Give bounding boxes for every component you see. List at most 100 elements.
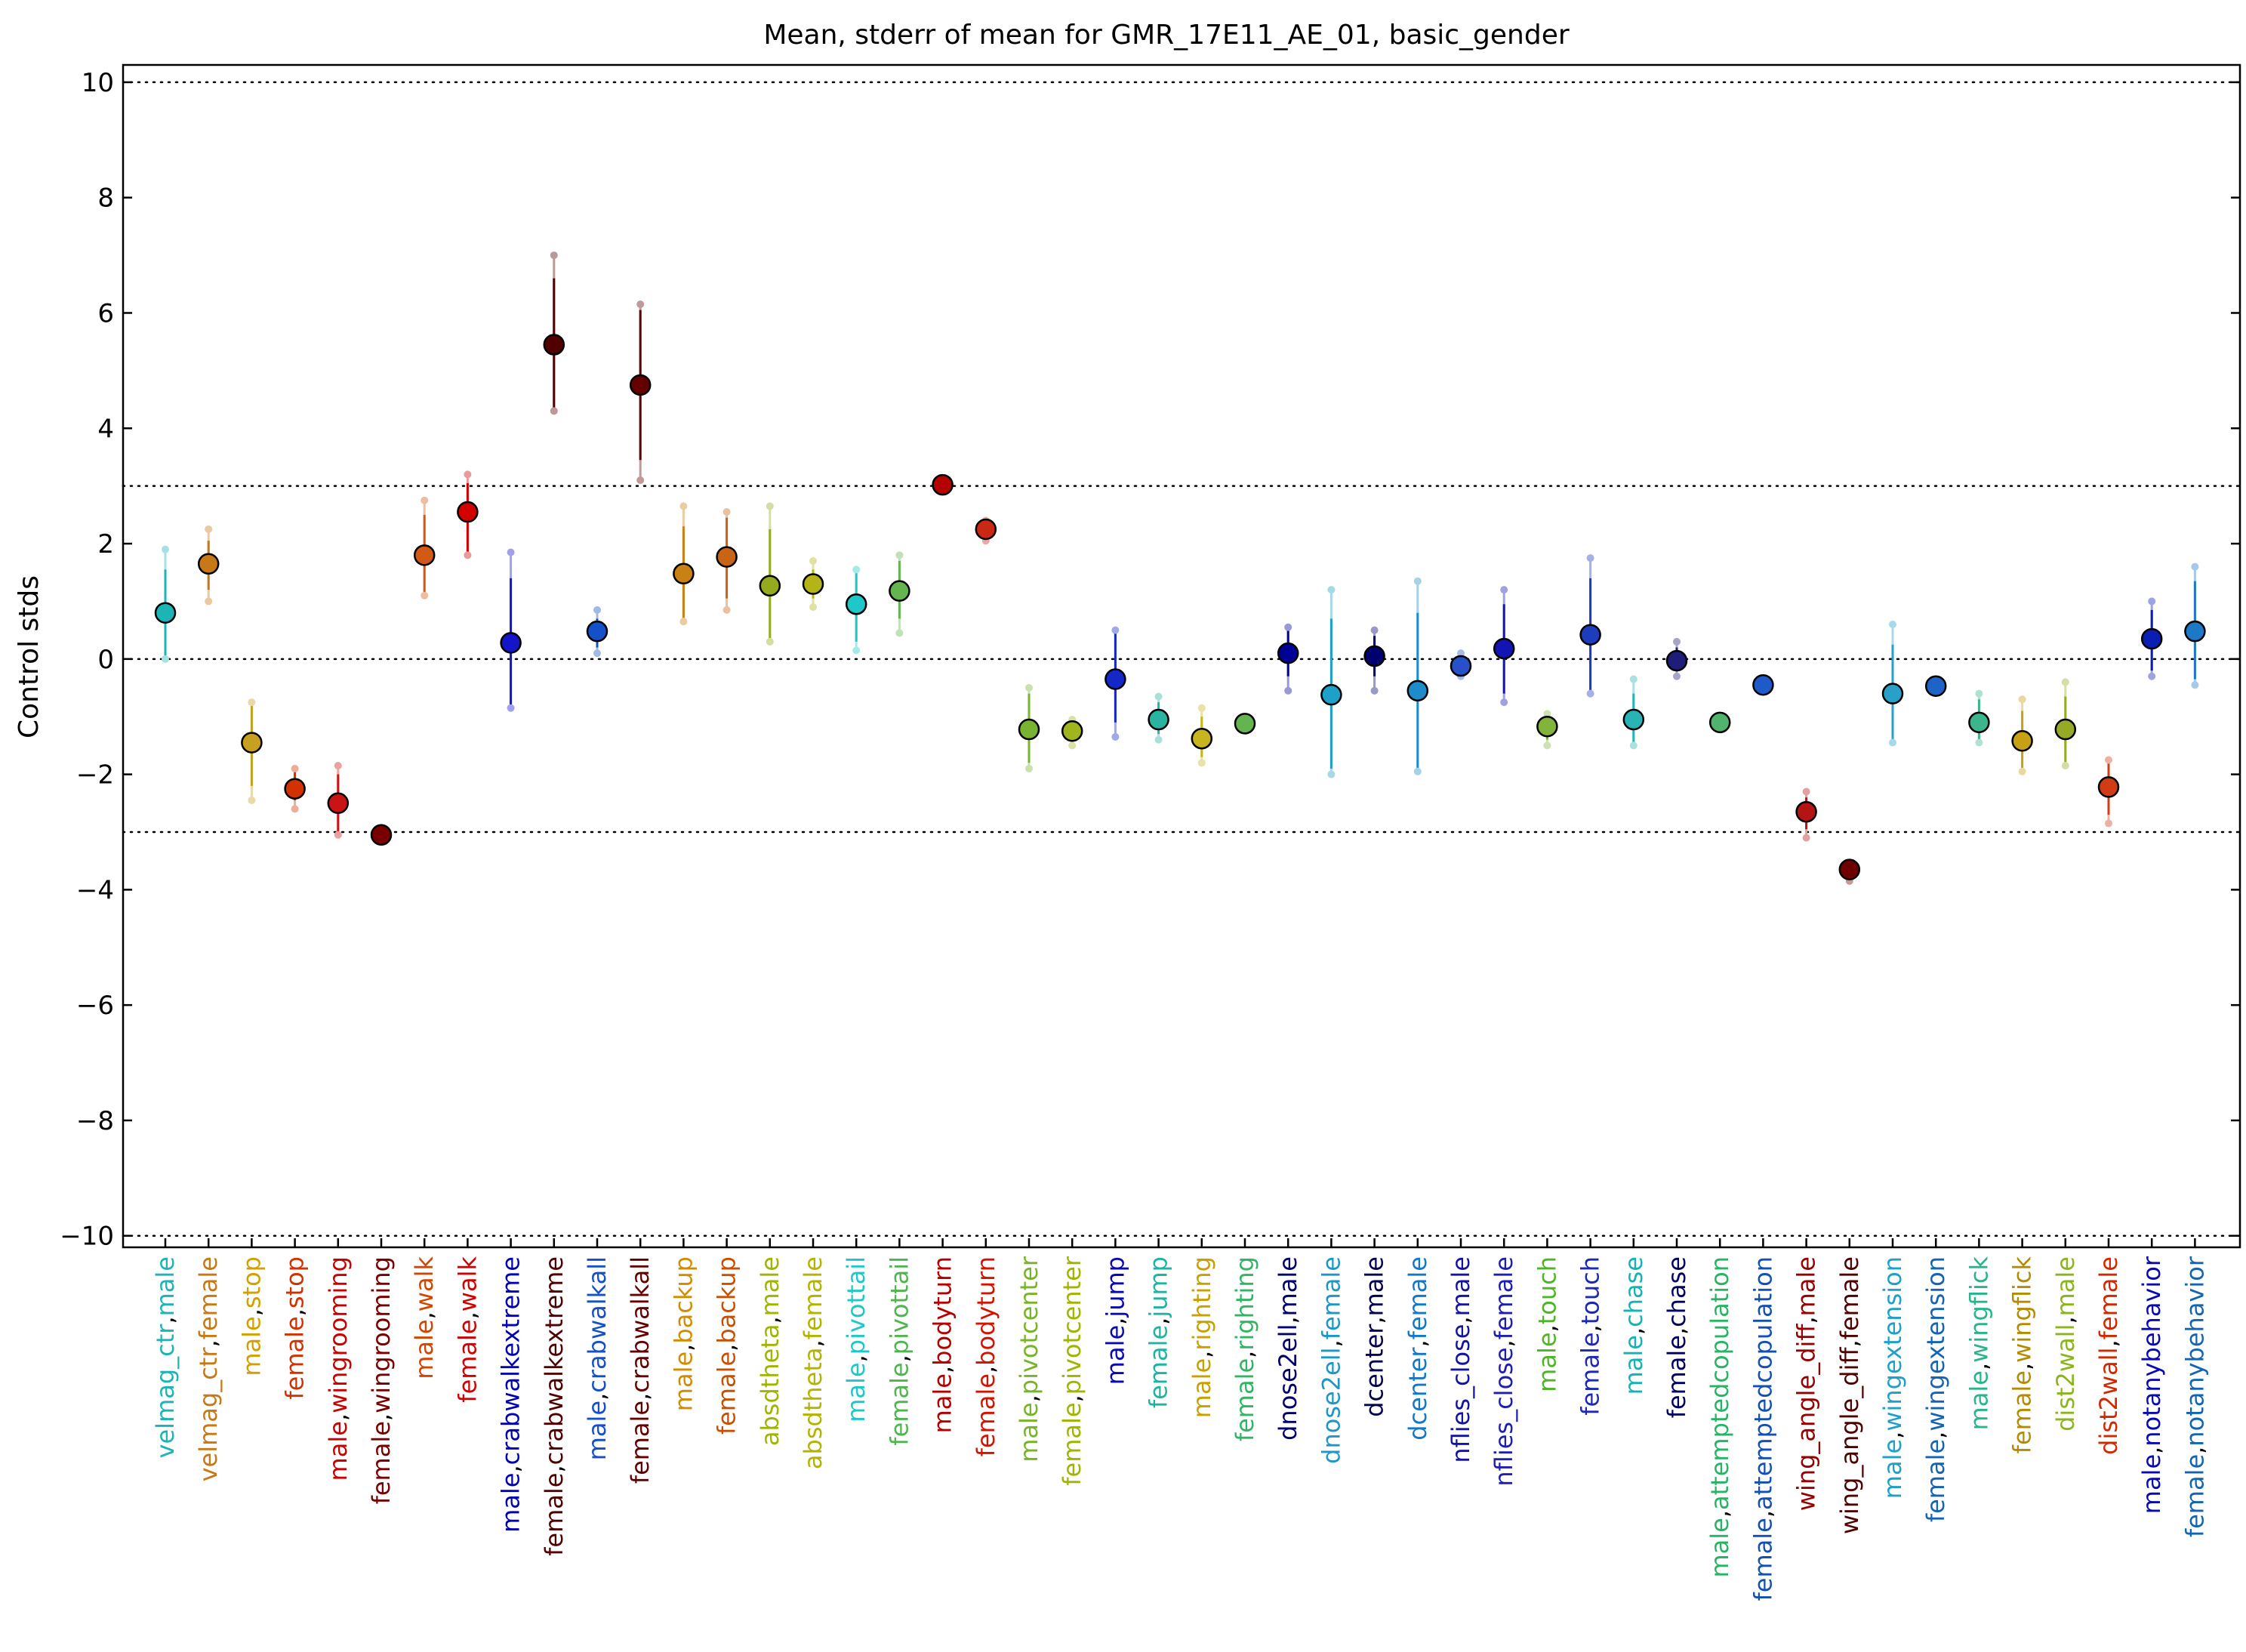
x-tick-label-part: nflies_close: [1446, 1324, 1475, 1463]
x-tick-label-part: ,: [2180, 1447, 2209, 1454]
range-end-dot: [334, 762, 342, 770]
x-tick-label-part: wingflick: [2008, 1256, 2037, 1363]
x-tick-label-part: female: [453, 1319, 482, 1402]
x-tick-label: male,walk: [410, 1256, 439, 1379]
x-tick-label-part: male: [1446, 1256, 1475, 1316]
x-tick-label: female,jump: [1145, 1256, 1173, 1408]
y-axis-label: Control stds: [14, 575, 45, 738]
x-tick-label-part: female: [1403, 1256, 1432, 1339]
x-tick-label-part: male: [151, 1256, 180, 1316]
x-tick-label-part: male: [1533, 1332, 1561, 1392]
x-tick-label-part: jump: [1145, 1256, 1173, 1318]
x-tick-label: dnose2ell,male: [1274, 1256, 1302, 1441]
x-tick-label-part: crabwalkall: [626, 1256, 655, 1393]
x-tick-label-part: pivottail: [842, 1256, 870, 1355]
y-tick-label: −6: [76, 991, 114, 1021]
x-tick-label-part: ,: [1058, 1395, 1086, 1402]
y-tick-label: −10: [60, 1222, 114, 1252]
x-tick-label-part: male: [1274, 1256, 1302, 1316]
range-end-dot: [1802, 787, 1810, 796]
x-tick-label: wing_angle_diff,female: [1835, 1256, 1864, 1534]
x-tick-label-part: ,: [1792, 1316, 1821, 1324]
x-tick-label: female,wingextension: [1921, 1256, 1950, 1522]
mean-marker: [1752, 673, 1774, 696]
x-tick-label-part: ,: [1748, 1510, 1777, 1518]
y-tick-label: 4: [97, 414, 114, 444]
range-end-dot: [507, 548, 515, 556]
mean-marker: [1536, 715, 1558, 738]
x-tick-label: female,stop: [281, 1256, 310, 1400]
range-end-dot: [636, 476, 645, 485]
x-tick-label: nflies_close,female: [1490, 1256, 1518, 1487]
x-tick-label-part: ,: [2137, 1447, 2166, 1454]
x-tick-label-part: absdtheta: [756, 1324, 784, 1447]
x-tick-label-part: absdtheta: [799, 1347, 827, 1469]
range-end-dot: [766, 502, 774, 510]
x-tick-label-part: ,: [972, 1366, 1000, 1373]
x-tick-label-part: female: [367, 1421, 396, 1504]
x-tick-label-part: dist2wall: [2094, 1347, 2123, 1454]
x-tick-label-part: male: [1792, 1256, 1821, 1316]
mean-marker: [327, 792, 350, 815]
x-tick-label-part: male: [756, 1256, 784, 1316]
x-tick-label-part: female: [2180, 1454, 2209, 1537]
mean-marker: [932, 473, 954, 496]
x-tick-label-part: ,: [1662, 1327, 1691, 1335]
mean-marker: [413, 544, 436, 566]
range-end-dot: [1197, 704, 1206, 712]
range-end-dot: [2061, 762, 2069, 770]
x-tick-label: male,pivottail: [842, 1256, 870, 1422]
x-tick-label-part: female: [1748, 1518, 1777, 1601]
y-tick-label: 8: [97, 183, 114, 214]
x-tick-label-part: ,: [1921, 1432, 1950, 1439]
x-tick-label-part: ,: [2094, 1339, 2123, 1347]
x-tick-label: male,righting: [1188, 1256, 1216, 1418]
x-tick-label-part: dist2wall: [2051, 1324, 2080, 1432]
range-end-dot: [593, 649, 601, 658]
x-tick-label: male,pivotcenter: [1015, 1256, 1043, 1462]
x-tick-label-part: crabwalkall: [583, 1256, 612, 1393]
x-tick-label-part: ,: [237, 1308, 266, 1316]
range-end-dot: [248, 698, 256, 707]
x-tick-label-part: walk: [453, 1256, 482, 1312]
x-tick-label-part: female: [799, 1256, 827, 1339]
x-tick-label: male,wingrooming: [324, 1256, 353, 1481]
x-tick-label-part: female: [194, 1256, 223, 1339]
x-tick-label-part: female: [1576, 1332, 1605, 1415]
x-tick-label: female,touch: [1576, 1256, 1605, 1416]
range-end-dot: [507, 704, 515, 712]
x-tick-label-part: ,: [1360, 1316, 1389, 1324]
mean-marker: [241, 732, 263, 754]
range-end-dot: [1975, 689, 1983, 698]
x-tick-label-part: bodyturn: [929, 1256, 957, 1366]
mean-marker: [629, 374, 652, 396]
x-tick-label-part: ,: [1576, 1324, 1605, 1332]
x-tick-label-part: ,: [1533, 1324, 1561, 1332]
mean-marker: [1579, 624, 1601, 646]
range-end-dot: [1586, 554, 1594, 562]
range-end-dot: [1629, 675, 1638, 683]
mean-marker: [1191, 727, 1213, 750]
x-tick-label-part: ,: [1878, 1432, 1907, 1439]
x-tick-label-part: female: [1662, 1335, 1691, 1418]
range-end-dot: [1154, 735, 1163, 744]
mean-marker: [2011, 730, 2033, 752]
mean-marker: [1148, 708, 1169, 731]
x-tick-label-part: backup: [713, 1256, 741, 1344]
range-end-dot: [291, 805, 299, 813]
x-tick-label-part: male: [842, 1362, 870, 1422]
x-tick-label-part: ,: [669, 1344, 698, 1351]
x-tick-label-part: ,: [1188, 1351, 1216, 1358]
range-end-dot: [1111, 626, 1120, 634]
range-end-dot: [1068, 741, 1077, 750]
range-end-dot: [1025, 684, 1033, 692]
x-tick-labels: velmag_ctr,malevelmag_ctr,femalemale,sto…: [151, 1238, 2209, 1601]
x-tick-label-part: righting: [1231, 1256, 1259, 1351]
range-end-dot: [421, 591, 429, 599]
x-tick-label-part: wingextension: [1921, 1256, 1950, 1432]
x-tick-label-part: crabwalkextreme: [540, 1256, 568, 1465]
range-end-dot: [1413, 767, 1422, 775]
x-tick-label-part: ,: [367, 1413, 396, 1421]
x-tick-label-part: notanybehavior: [2180, 1256, 2209, 1447]
